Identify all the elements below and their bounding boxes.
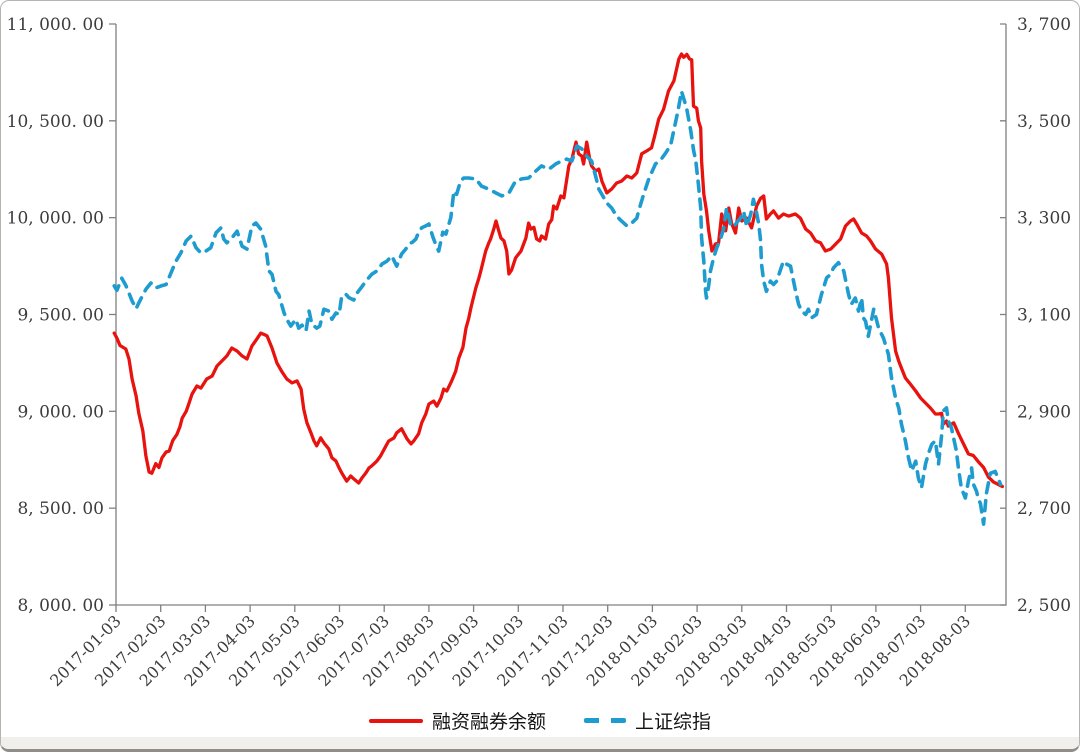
left-axis-tick-label: 8, 000. 00 [17,596,104,616]
chart-plot-area: 11, 000. 00 10, 500. 00 10, 000. 00 9, 500.… [1,1,1079,710]
solid-red-line-swatch [368,718,423,723]
left-axis-tick-label: 11, 000. 00 [7,15,104,35]
right-axis-tick-label: 3, 300 [1017,209,1071,229]
left-axis-tick-label: 10, 500. 00 [7,112,104,132]
legend-label-margin-balance: 融资融券余额 [431,711,546,733]
left-axis-tick-label: 8, 500. 00 [17,499,104,519]
right-axis-tick-label: 3, 700 [1017,15,1071,35]
legend-item-shanghai-composite: 上证综指 [584,707,711,734]
right-axis-tick-label: 2, 900 [1017,402,1071,422]
series-line-margin-balance [112,52,1005,489]
left-axis-tick-label: 9, 000. 00 [17,402,104,422]
legend-item-margin-balance: 融资融券余额 [368,707,546,734]
legend-label-shanghai-composite: 上证综指 [635,711,712,733]
right-axis-tick-label: 2, 500 [1017,596,1071,616]
right-axis-tick-label: 3, 100 [1017,306,1071,326]
dashed-blue-line-swatch [584,718,626,723]
left-axis-tick-label: 9, 500. 00 [17,306,104,326]
series-line-shanghai-composite [112,89,1003,526]
left-axis-tick-label: 10, 000. 00 [7,209,104,229]
chart-legend: 融资融券余额 上证综指 [1,707,1079,734]
right-axis-tick-label: 2, 700 [1017,499,1071,519]
dual-axis-line-chart: 11, 000. 00 10, 500. 00 10, 000. 00 9, 500.… [7,15,1071,690]
right-axis-tick-label: 3, 500 [1017,112,1071,132]
window-bottom-edge [1,737,1079,749]
